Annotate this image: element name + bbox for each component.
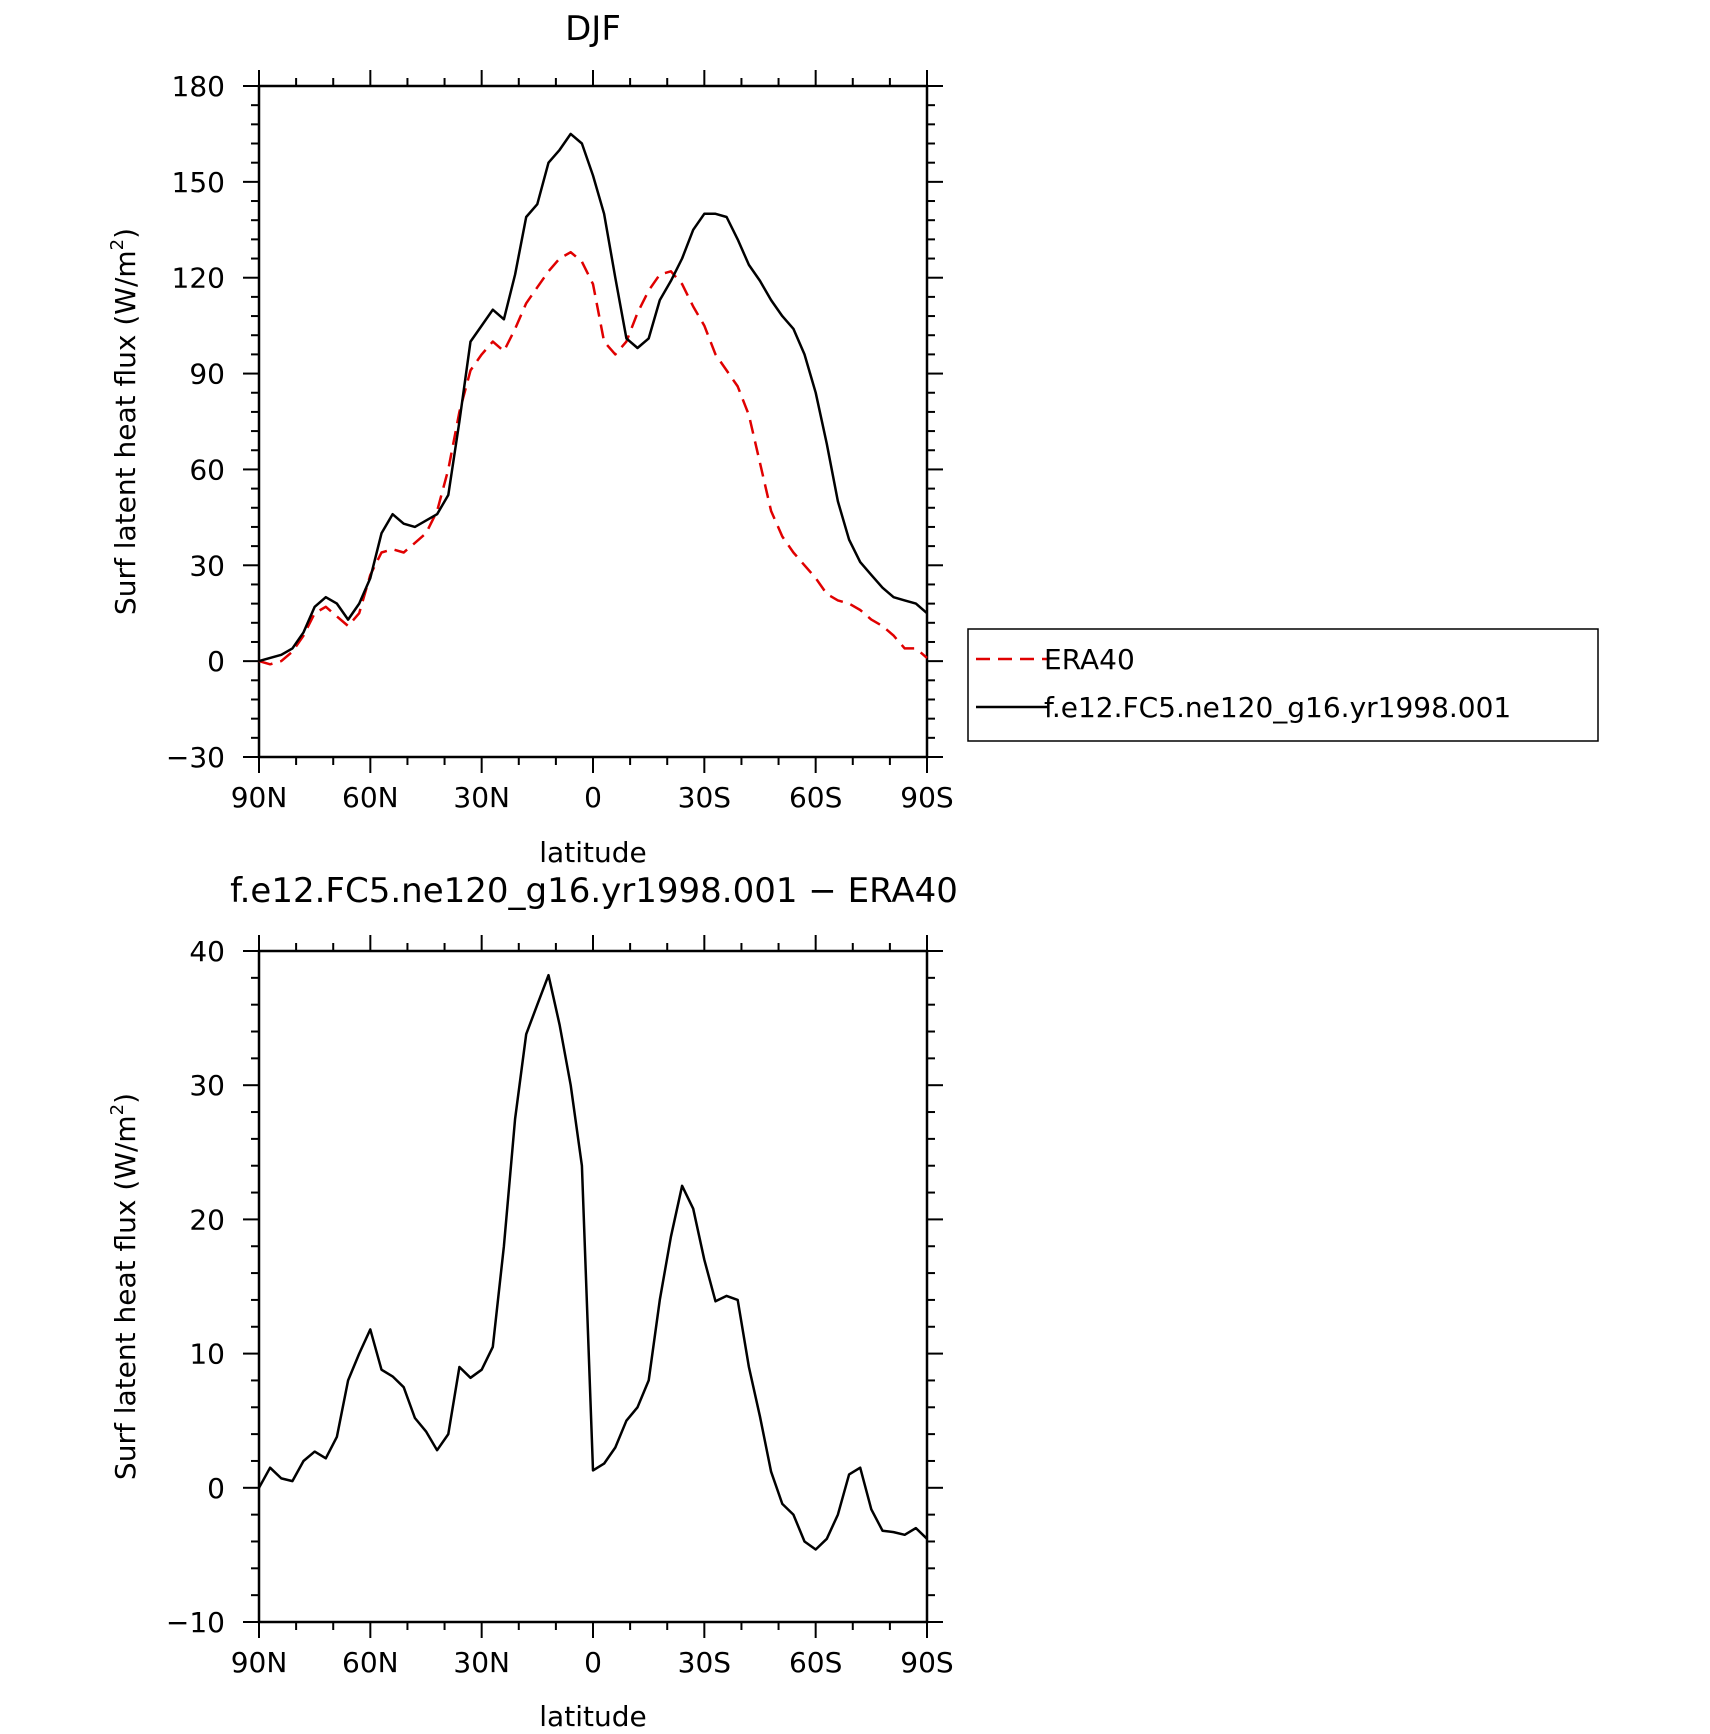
chart-panel-difference: 90N 60N 30N 0 30S 60S 90S −10 0 10 20 30 40f.e12.FC5… (107, 871, 958, 1733)
y-axis-label-close: ) (109, 1093, 142, 1104)
y-tick-label: 150 (172, 166, 225, 199)
y-tick-label: 0 (207, 1472, 225, 1505)
x-tick-label: 90N (231, 1646, 288, 1679)
y-tick-label: 30 (189, 549, 225, 582)
y-tick-label: 180 (172, 70, 225, 103)
x-tick-label: 90N (231, 781, 288, 814)
x-tick-label: 60N (342, 781, 399, 814)
y-tick-label: 120 (172, 262, 225, 295)
y-axis-label-superscript: 2 (107, 239, 128, 250)
x-tick-label: 60S (789, 781, 842, 814)
chart-title: f.e12.FC5.ne120_g16.yr1998.001 − ERA40 (230, 871, 958, 911)
y-axis-label-superscript: 2 (107, 1104, 128, 1115)
y-axis-label: Surf latent heat flux (W/m2) (107, 228, 142, 615)
x-tick-label: 30S (678, 781, 731, 814)
legend-entry-1: f.e12.FC5.ne120_g16.yr1998.001 (1044, 691, 1511, 724)
x-tick-label: 30S (678, 1646, 731, 1679)
series-line-1 (258, 132, 928, 663)
x-tick-label: 90S (900, 1646, 953, 1679)
y-axis-label-text: Surf latent heat flux (W/m (109, 250, 142, 615)
y-tick-label: 30 (189, 1069, 225, 1102)
y-axis-label-close: ) (109, 228, 142, 239)
y-axis-label-text: Surf latent heat flux (W/m (109, 1115, 142, 1480)
chart-panel-top: 90N 60N 30N 0 30S 60S 90S −30 0 30 60 90 120 150 180 DJ… (107, 9, 1599, 869)
y-tick-label: −30 (166, 741, 225, 774)
x-tick-label: 90S (900, 781, 953, 814)
plot-frame (257, 949, 929, 1624)
y-tick-label: 20 (189, 1203, 225, 1236)
y-axis-label: Surf latent heat flux (W/m2) (107, 1093, 142, 1480)
x-tick-label: 30N (453, 1646, 510, 1679)
series-line-0 (257, 973, 928, 1551)
x-tick-label: 60S (789, 1646, 842, 1679)
y-tick-label: −10 (166, 1606, 225, 1639)
x-tick-label: 0 (584, 781, 602, 814)
y-tick-label: 40 (189, 935, 225, 968)
plot-frame (257, 84, 929, 759)
legend-entry-0: ERA40 (1044, 643, 1135, 676)
y-tick-label: 90 (189, 358, 225, 391)
x-tick-label: 60N (342, 1646, 399, 1679)
x-tick-label: 30N (453, 781, 510, 814)
y-tick-label: 60 (189, 453, 225, 486)
chart-title: DJF (565, 9, 621, 49)
x-axis-label: latitude (539, 1700, 646, 1733)
legend-box (967, 628, 1599, 742)
x-tick-label: 0 (584, 1646, 602, 1679)
y-tick-label: 0 (207, 645, 225, 678)
x-axis-label: latitude (539, 836, 646, 869)
y-tick-label: 10 (189, 1338, 225, 1371)
